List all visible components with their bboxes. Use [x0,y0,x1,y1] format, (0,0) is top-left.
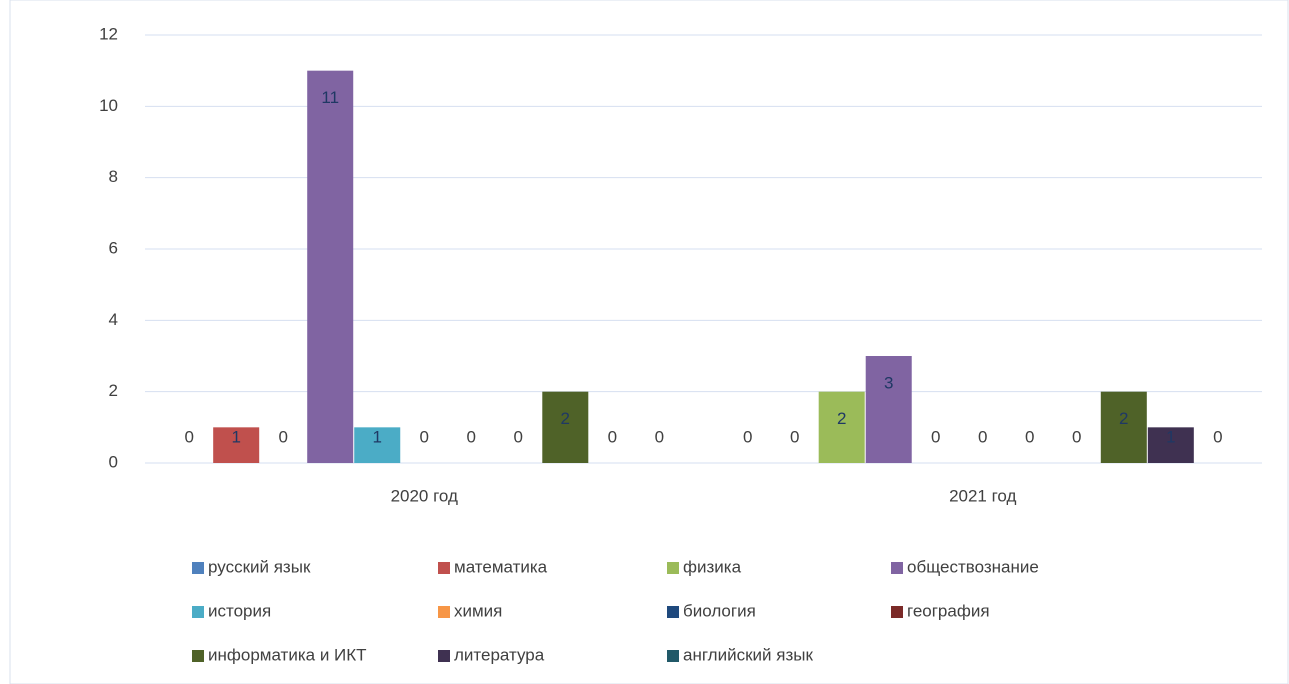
data-label: 0 [743,427,752,446]
y-tick-label: 0 [109,452,118,471]
bar [213,427,260,463]
legend-label: география [907,601,990,620]
legend-label: биология [683,601,756,620]
data-label: 1 [373,427,382,446]
legend-label: химия [454,601,502,620]
legend-swatch [891,606,903,618]
legend-swatch [192,606,204,618]
y-tick-label: 12 [99,24,118,43]
data-label: 2 [837,409,846,428]
legend-label: английский язык [683,645,813,664]
legend-label: литература [454,645,545,664]
data-label: 0 [931,427,940,446]
y-tick-label: 6 [109,238,118,257]
legend-swatch [192,562,204,574]
data-label: 0 [978,427,987,446]
data-label: 0 [1213,427,1222,446]
data-label: 0 [608,427,617,446]
data-label: 0 [1025,427,1034,446]
bar [307,70,354,464]
data-label: 0 [514,427,523,446]
data-label: 11 [321,88,339,107]
legend-label: информатика и ИКТ [208,645,367,664]
bar [354,427,401,463]
data-label: 0 [655,427,664,446]
data-label: 0 [790,427,799,446]
legend-label: обществознание [907,557,1039,576]
x-tick-label: 2020 год [391,486,458,505]
legend-swatch [667,606,679,618]
legend-swatch [667,650,679,662]
bar [1147,427,1194,463]
y-tick-label: 8 [109,167,118,186]
data-label: 0 [1072,427,1081,446]
legend-label: математика [454,557,548,576]
bar [542,391,589,463]
data-label: 2 [1119,409,1128,428]
legend-label: русский язык [208,557,311,576]
data-label: 0 [184,427,193,446]
x-tick-label: 2021 год [949,486,1016,505]
data-label: 1 [1166,427,1175,446]
legend-swatch [891,562,903,574]
legend-label: история [208,601,271,620]
data-label: 0 [420,427,429,446]
bar [1100,391,1147,463]
legend-label: физика [683,557,742,576]
legend-swatch [192,650,204,662]
legend-swatch [438,650,450,662]
legend-swatch [667,562,679,574]
data-label: 1 [231,427,240,446]
y-tick-label: 10 [99,96,118,115]
bar [865,356,912,463]
chart-frame [9,0,1289,684]
data-label: 0 [278,427,287,446]
data-label: 0 [467,427,476,446]
data-label: 3 [884,373,893,392]
bar [818,391,865,463]
y-tick-label: 4 [109,310,118,329]
data-label: 2 [561,409,570,428]
legend-swatch [438,562,450,574]
y-tick-label: 2 [109,381,118,400]
legend-swatch [438,606,450,618]
